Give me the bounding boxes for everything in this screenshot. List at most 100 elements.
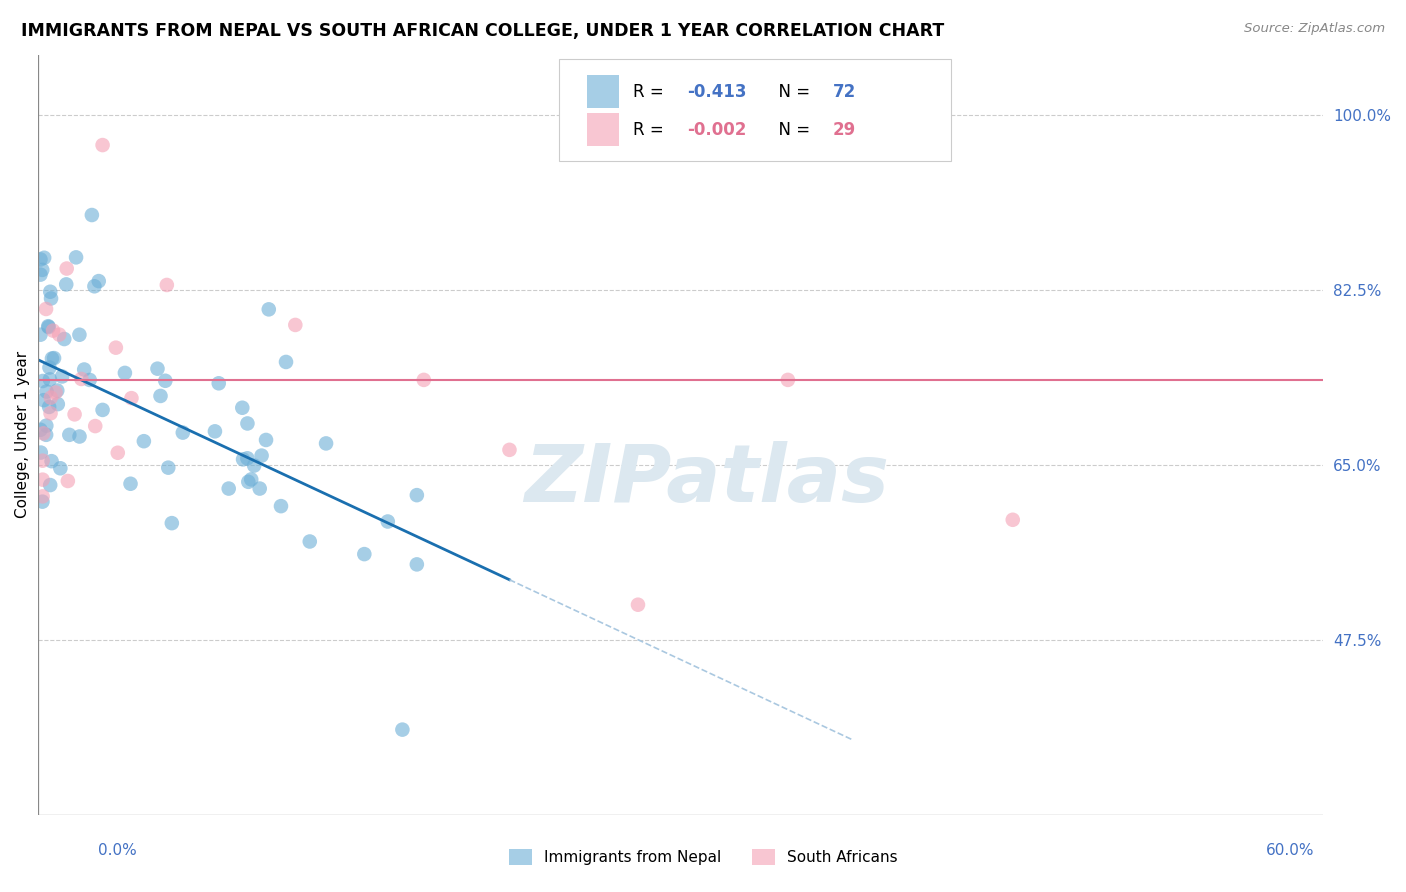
Point	[120, 476, 142, 491]
Text: 72: 72	[832, 83, 856, 101]
Point	[48, 327, 70, 342]
Point	[391, 723, 413, 737]
Point	[56, 474, 79, 488]
Point	[87, 274, 110, 288]
Point	[157, 460, 180, 475]
Point	[243, 458, 266, 473]
Point	[32, 251, 55, 265]
Point	[254, 433, 277, 447]
Point	[39, 292, 62, 306]
Point	[67, 327, 90, 342]
Point	[42, 324, 65, 338]
Point	[30, 445, 52, 459]
Point	[84, 419, 107, 434]
Point	[51, 369, 73, 384]
Point	[83, 279, 105, 293]
Point	[69, 429, 91, 443]
Point	[270, 499, 292, 513]
Point	[32, 426, 55, 441]
Point	[257, 302, 280, 317]
Point	[45, 385, 67, 400]
Point	[284, 318, 307, 332]
Point	[30, 423, 52, 437]
Point	[39, 285, 62, 299]
Point	[114, 366, 136, 380]
Point	[65, 251, 87, 265]
Point	[35, 427, 58, 442]
Point	[38, 400, 60, 414]
Point	[405, 558, 427, 572]
Point	[35, 301, 58, 316]
Point	[39, 406, 62, 420]
Point	[236, 417, 259, 431]
Point	[30, 268, 52, 282]
Point	[55, 261, 77, 276]
Point	[42, 351, 65, 365]
Legend: Immigrants from Nepal, South Africans: Immigrants from Nepal, South Africans	[502, 843, 904, 871]
Point	[172, 425, 194, 440]
Point	[49, 461, 72, 475]
Point	[58, 427, 80, 442]
Text: 60.0%: 60.0%	[1267, 843, 1315, 858]
Point	[31, 494, 53, 508]
Point	[405, 488, 427, 502]
Point	[627, 598, 650, 612]
Point	[38, 372, 60, 386]
Point	[53, 332, 76, 346]
Point	[1001, 513, 1024, 527]
Point	[41, 351, 63, 366]
Point	[218, 482, 240, 496]
Point	[41, 454, 63, 468]
Point	[238, 475, 260, 489]
Point	[250, 449, 273, 463]
Point	[232, 452, 254, 467]
Text: R =: R =	[633, 83, 669, 101]
Point	[31, 453, 53, 467]
Point	[30, 252, 52, 267]
Point	[204, 425, 226, 439]
Point	[35, 384, 58, 399]
Point	[121, 391, 143, 405]
Point	[31, 489, 53, 503]
Text: -0.002: -0.002	[688, 120, 747, 138]
Point	[377, 515, 399, 529]
Point	[46, 397, 69, 411]
Point	[79, 373, 101, 387]
Point	[91, 138, 114, 153]
Point	[249, 482, 271, 496]
Point	[32, 393, 55, 408]
Point	[31, 374, 53, 388]
Point	[156, 277, 179, 292]
Point	[70, 372, 93, 386]
Point	[63, 408, 86, 422]
Text: Source: ZipAtlas.com: Source: ZipAtlas.com	[1244, 22, 1385, 36]
Text: 29: 29	[832, 120, 856, 138]
Text: 0.0%: 0.0%	[98, 843, 138, 858]
Point	[231, 401, 253, 415]
Point	[38, 320, 60, 334]
Point	[240, 472, 263, 486]
Point	[30, 327, 52, 342]
Point	[37, 319, 59, 334]
FancyBboxPatch shape	[558, 59, 950, 161]
FancyBboxPatch shape	[586, 113, 619, 146]
Point	[31, 263, 53, 277]
Point	[274, 355, 297, 369]
Text: N =: N =	[768, 83, 815, 101]
Point	[236, 451, 259, 466]
Point	[315, 436, 337, 450]
Point	[104, 341, 127, 355]
Point	[637, 108, 659, 122]
Point	[91, 403, 114, 417]
Point	[155, 374, 177, 388]
Point	[776, 373, 799, 387]
Point	[55, 277, 77, 292]
Point	[31, 473, 53, 487]
Text: -0.413: -0.413	[688, 83, 747, 101]
Point	[412, 373, 434, 387]
Text: R =: R =	[633, 120, 669, 138]
Point	[46, 384, 69, 398]
Point	[146, 361, 169, 376]
FancyBboxPatch shape	[586, 75, 619, 108]
Point	[73, 362, 96, 376]
